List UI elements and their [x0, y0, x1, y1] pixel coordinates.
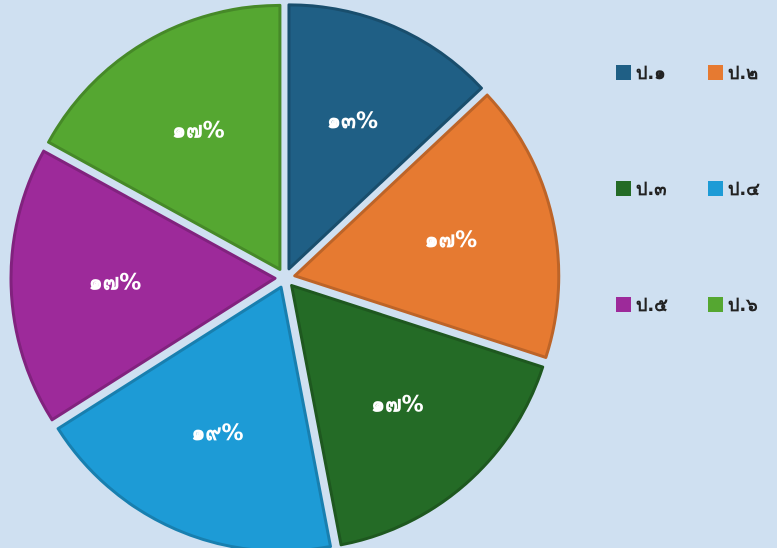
legend-row: ป.๓ ป.๔ [616, 174, 777, 290]
slice-data-label: ๑๓% [327, 109, 378, 134]
legend-label: ป.๒ [728, 63, 759, 84]
slice-data-label: ๑๙% [191, 421, 243, 446]
pie-slice [9, 149, 277, 422]
legend-swatch [616, 65, 631, 80]
legend-row: ป.๕ ป.๖ [616, 290, 777, 406]
legend-swatch [708, 65, 723, 80]
legend-item: ป.๓ [616, 174, 708, 203]
legend-item: ป.๔ [708, 174, 777, 203]
legend-label: ป.๕ [636, 295, 668, 316]
pie-slice [293, 93, 561, 359]
pie-slice [56, 285, 332, 548]
legend: ป.๑ ป.๒ ป.๓ ป.๔ ป.๕ ป.๖ [616, 58, 777, 406]
legend-label: ป.๓ [636, 179, 667, 200]
legend-label: ป.๔ [728, 179, 760, 200]
pie-slice [287, 3, 483, 271]
legend-item: ป.๒ [708, 58, 777, 87]
legend-item: ป.๕ [616, 290, 708, 319]
legend-item: ป.๑ [616, 58, 708, 87]
legend-swatch [708, 181, 723, 196]
pie-slice [47, 3, 282, 271]
slice-data-label: ๑๗% [89, 270, 142, 295]
pie-slice [290, 284, 545, 547]
legend-swatch [616, 297, 631, 312]
legend-label: ป.๑ [636, 63, 666, 84]
slice-data-label: ๑๗% [371, 393, 424, 418]
legend-swatch [616, 181, 631, 196]
slice-data-label: ๑๗% [172, 119, 225, 144]
legend-swatch [708, 297, 723, 312]
legend-row: ป.๑ ป.๒ [616, 58, 777, 174]
legend-label: ป.๖ [728, 295, 758, 316]
slice-data-label: ๑๗% [425, 228, 478, 253]
legend-item: ป.๖ [708, 290, 777, 319]
